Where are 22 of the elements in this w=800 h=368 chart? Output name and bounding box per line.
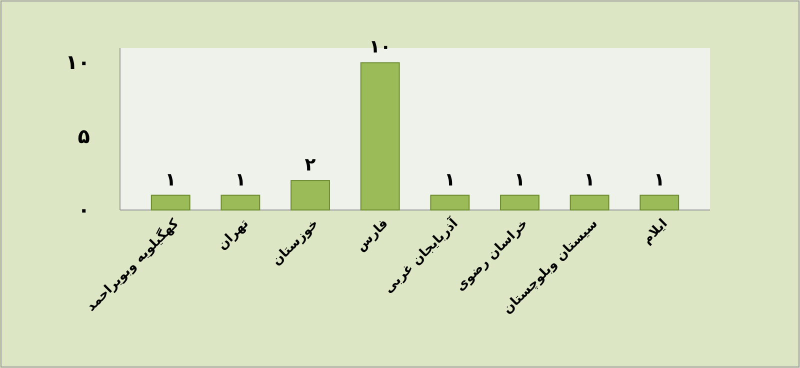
data-label: ۱	[514, 169, 526, 190]
data-label: ۱	[584, 169, 596, 190]
data-label: ۱	[165, 169, 176, 190]
data-label: ۱	[234, 169, 246, 190]
data-label: ۱۰	[369, 36, 392, 58]
x-tick-label: تهران	[214, 216, 252, 254]
data-label: ۱	[654, 169, 665, 190]
y-tick-label: ۵	[78, 124, 90, 148]
bar	[360, 62, 400, 210]
bar	[640, 194, 680, 210]
bar	[290, 180, 330, 210]
bar	[220, 194, 260, 210]
bar	[150, 194, 190, 210]
bar	[430, 194, 470, 210]
x-tick-label: فارس	[353, 216, 392, 254]
data-label: ۱	[444, 169, 456, 190]
data-label: ۲	[304, 154, 316, 176]
x-tick-label: ایلام	[640, 216, 671, 248]
bar	[500, 194, 540, 210]
y-tick-label: ۱۰	[66, 50, 90, 74]
bar	[570, 194, 610, 210]
x-tick-label: خوزستان	[269, 216, 322, 269]
